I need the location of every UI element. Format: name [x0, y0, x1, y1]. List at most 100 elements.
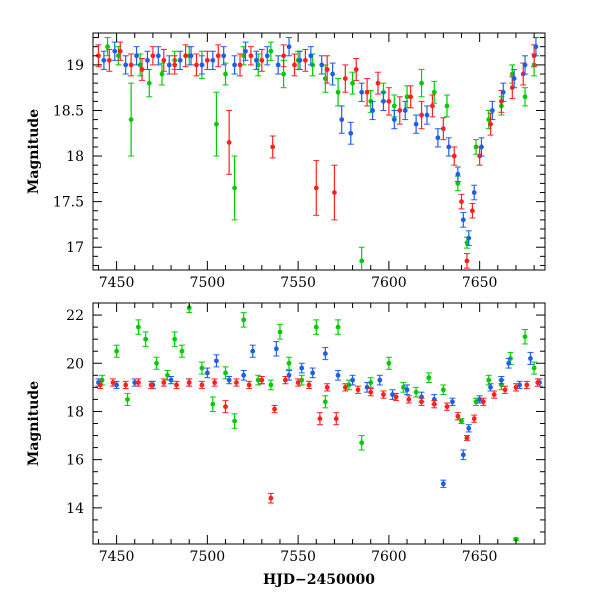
data-point — [444, 103, 450, 109]
data-point — [221, 53, 227, 59]
data-point — [460, 452, 466, 458]
data-point — [243, 48, 248, 54]
data-point — [223, 404, 228, 410]
data-point — [391, 117, 397, 122]
data-point — [401, 384, 406, 390]
data-point — [522, 94, 528, 100]
data-point — [335, 372, 341, 378]
data-point — [214, 121, 219, 127]
data-point — [381, 98, 386, 104]
data-point — [268, 495, 274, 501]
x-tick-label: 7450 — [99, 275, 135, 291]
data-point — [406, 397, 412, 402]
data-point — [310, 370, 316, 376]
data-point — [404, 94, 410, 100]
data-point — [359, 258, 365, 264]
x-tick-label: 7600 — [371, 549, 407, 565]
data-point — [297, 57, 303, 63]
data-point — [322, 351, 328, 357]
data-point — [281, 71, 287, 77]
data-point — [146, 80, 152, 86]
data-point — [270, 144, 276, 150]
data-point — [241, 372, 247, 378]
data-point — [375, 80, 381, 86]
data-point — [413, 121, 419, 127]
x-tick-label: 7550 — [280, 549, 316, 565]
data-point — [212, 380, 218, 385]
data-point — [522, 334, 528, 340]
data-point — [313, 324, 319, 330]
data-point — [342, 76, 348, 81]
data-point — [268, 48, 274, 54]
data-point — [522, 62, 528, 68]
data-point — [319, 62, 325, 68]
y-tick-label: 14 — [66, 501, 84, 517]
data-point — [386, 98, 392, 104]
data-point — [377, 377, 383, 383]
data-point — [533, 44, 539, 50]
y-tick-label: 18 — [66, 404, 84, 420]
data-point — [148, 382, 154, 388]
data-point — [135, 380, 141, 385]
data-point — [359, 89, 365, 95]
data-point — [430, 103, 435, 109]
data-point — [255, 377, 261, 383]
data-point — [339, 117, 345, 122]
data-point — [469, 208, 475, 214]
series-3 — [97, 376, 541, 504]
data-point — [248, 53, 254, 59]
data-point — [513, 384, 519, 390]
data-point — [286, 360, 292, 366]
data-point — [335, 324, 341, 330]
data-point — [174, 382, 179, 388]
data-point — [322, 76, 328, 81]
y-tick-label: 19 — [66, 58, 84, 74]
data-point — [397, 108, 403, 113]
axis-ticks: 7450 7500 7550 7600 7650 14 16 18 20 22 — [66, 302, 545, 565]
y-axis-label: Magnitude — [26, 381, 42, 466]
data-point — [135, 324, 141, 330]
data-point — [524, 382, 530, 388]
data-point — [199, 365, 205, 371]
data-point — [330, 71, 336, 77]
data-point — [283, 377, 288, 383]
axis-ticks: 7450 7500 7550 7600 7650 17 17.5 18 18.5 19 — [53, 33, 545, 291]
data-point — [237, 62, 243, 68]
y-tick-label: 18 — [66, 149, 84, 165]
data-point — [509, 71, 515, 77]
data-point — [381, 392, 386, 397]
data-point — [424, 112, 430, 118]
data-point — [413, 389, 419, 395]
data-point — [117, 48, 123, 54]
data-point — [402, 108, 408, 113]
data-point — [159, 71, 165, 77]
data-point — [150, 53, 156, 59]
data-point — [435, 135, 441, 141]
data-point — [471, 416, 477, 422]
data-point — [499, 377, 504, 383]
data-point — [364, 89, 370, 95]
data-point — [128, 62, 134, 68]
data-point — [286, 44, 292, 50]
data-point — [350, 377, 355, 383]
data-point — [161, 57, 167, 63]
data-point — [440, 126, 446, 132]
data-point — [404, 387, 410, 393]
data-point — [486, 377, 492, 383]
data-point — [486, 117, 492, 122]
data-point — [199, 382, 205, 388]
data-point — [155, 53, 161, 59]
data-point — [186, 380, 192, 385]
data-point — [391, 103, 397, 109]
data-point — [386, 360, 392, 366]
data-point — [368, 380, 374, 385]
plot-frame — [92, 32, 546, 271]
data-point — [210, 57, 216, 63]
panel-top: 7450 7500 7550 7600 7650 17 17.5 18 18.5 19 Magni… — [26, 32, 546, 291]
data-point — [324, 67, 330, 72]
x-tick-label: 7650 — [462, 549, 498, 565]
data-point — [234, 380, 239, 385]
panel-bottom: 7450 7500 7550 7600 7650 14 16 18 20 22 Magnitude… — [26, 302, 546, 588]
data-point — [250, 348, 256, 354]
data-point — [255, 62, 261, 68]
